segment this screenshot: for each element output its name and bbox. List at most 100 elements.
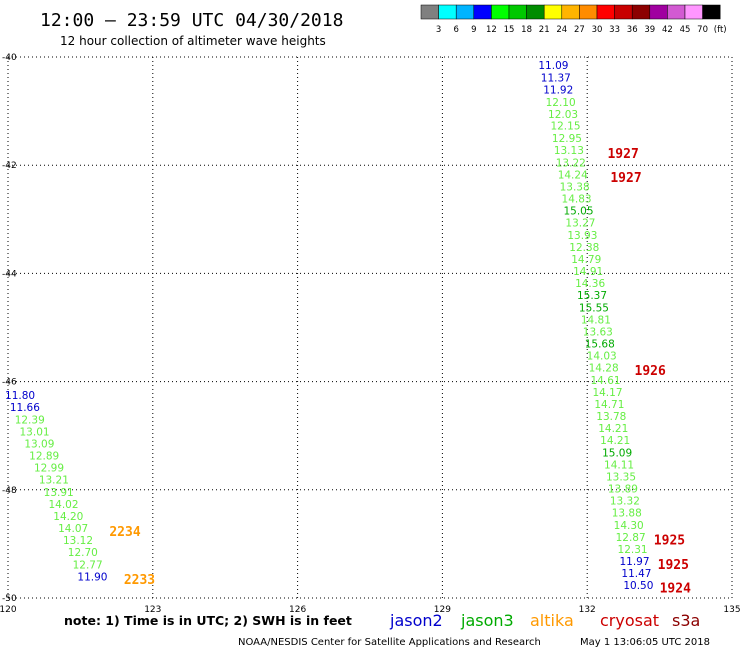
wave-height-point: 11.37 bbox=[541, 73, 571, 85]
wave-height-point: 11.97 bbox=[619, 556, 649, 568]
y-tick-label: -48 bbox=[2, 486, 17, 496]
wave-height-point: 14.61 bbox=[591, 375, 621, 387]
y-tick-label: -42 bbox=[2, 161, 17, 171]
x-tick-label: 126 bbox=[289, 605, 306, 615]
wave-height-point: 13.13 bbox=[554, 145, 584, 157]
wave-height-point: 12.03 bbox=[548, 109, 578, 121]
color-scale-label: 42 bbox=[662, 25, 673, 35]
pass-time-label: 2233 bbox=[124, 573, 155, 588]
wave-height-point: 13.63 bbox=[583, 326, 613, 338]
color-scale-label: 33 bbox=[609, 25, 620, 35]
satellite-legend: jason2 jason3 altika cryosat s3a bbox=[389, 611, 700, 630]
pass-time-label: 1925 bbox=[658, 558, 689, 573]
x-tick-label: 123 bbox=[144, 605, 161, 615]
color-scale-box bbox=[526, 4, 545, 20]
x-tick-label: 120 bbox=[0, 605, 17, 615]
legend-altika: altika bbox=[530, 611, 574, 630]
color-scale-label: 12 bbox=[486, 25, 497, 35]
color-scale-box bbox=[596, 4, 615, 20]
wave-height-point: 13.35 bbox=[606, 471, 636, 483]
color-scale-box bbox=[543, 4, 563, 20]
wave-height-point: 13.09 bbox=[24, 438, 54, 450]
wave-height-point: 14.17 bbox=[592, 387, 622, 399]
wave-height-point: 12.77 bbox=[73, 559, 103, 571]
wave-height-point: 13.01 bbox=[20, 426, 50, 438]
x-tick-label: 129 bbox=[434, 605, 451, 615]
legend-jason2: jason2 bbox=[389, 611, 443, 630]
legend-s3a: s3a bbox=[672, 611, 700, 630]
color-scale-label: 36 bbox=[627, 25, 638, 35]
y-tick-label: -44 bbox=[2, 269, 17, 279]
wave-height-point: 10.50 bbox=[623, 580, 653, 592]
wave-height-point: 12.39 bbox=[15, 414, 45, 426]
color-scale-label: 39 bbox=[644, 25, 655, 35]
pass-time-annotations: 1927 1927 1926 1925 1925 1924 2234 2233 bbox=[109, 147, 691, 597]
wave-height-point: 14.30 bbox=[614, 520, 644, 532]
color-scale-box bbox=[420, 4, 439, 20]
color-scale-box bbox=[614, 4, 633, 20]
wave-height-point: 13.38 bbox=[560, 181, 590, 193]
pass-time-label: 2234 bbox=[109, 525, 140, 540]
color-scale-label: 45 bbox=[680, 25, 691, 35]
color-scale-label: 21 bbox=[539, 25, 550, 35]
color-scale-box bbox=[631, 4, 651, 20]
y-tick-label: -40 bbox=[2, 53, 17, 63]
color-scale-box bbox=[455, 4, 475, 20]
wave-height-point: 11.90 bbox=[77, 571, 107, 583]
legend-cryosat: cryosat bbox=[600, 611, 659, 630]
color-scale-label: (ft) bbox=[714, 25, 727, 35]
x-tick-label: 135 bbox=[723, 605, 740, 615]
wave-height-point: 13.32 bbox=[610, 496, 640, 508]
wave-height-point: 14.91 bbox=[573, 266, 603, 278]
wave-height-point: 14.79 bbox=[571, 254, 601, 266]
wave-height-point: 12.95 bbox=[552, 133, 582, 145]
color-scale-label: 6 bbox=[453, 25, 458, 35]
color-scale-box bbox=[491, 4, 510, 20]
wave-height-point: 14.03 bbox=[587, 351, 617, 363]
wave-height-point: 13.27 bbox=[565, 218, 595, 230]
footer-credit: NOAA/NESDIS Center for Satellite Applica… bbox=[238, 637, 541, 648]
wave-height-point: 13.88 bbox=[612, 508, 642, 520]
pass-time-label: 1927 bbox=[610, 171, 641, 186]
wave-height-point: 11.09 bbox=[538, 60, 568, 72]
color-scale-box bbox=[702, 4, 721, 20]
units-note: note: 1) Time is in UTC; 2) SWH is in fe… bbox=[64, 613, 352, 628]
wave-height-point: 14.24 bbox=[558, 169, 588, 181]
color-scale-box bbox=[473, 4, 492, 20]
wave-height-point: 14.36 bbox=[575, 278, 605, 290]
wave-height-point: 14.83 bbox=[562, 194, 592, 206]
color-scale-label: 30 bbox=[592, 25, 603, 35]
color-scale-label: 24 bbox=[556, 25, 567, 35]
wave-height-point: 13.78 bbox=[596, 411, 626, 423]
wave-height-point: 12.87 bbox=[616, 532, 646, 544]
wave-height-point: 13.93 bbox=[567, 230, 597, 242]
pass-time-label: 1924 bbox=[660, 582, 691, 597]
wave-height-point: 12.99 bbox=[34, 463, 64, 475]
pass-time-label: 1927 bbox=[607, 147, 638, 162]
wave-height-point: 12.70 bbox=[68, 547, 98, 559]
color-scale-label: 27 bbox=[574, 25, 585, 35]
color-scale-label: 18 bbox=[521, 25, 532, 35]
wave-height-point: 11.92 bbox=[543, 84, 573, 96]
wave-height-point: 14.02 bbox=[48, 499, 78, 511]
footer-timestamp: May 1 13:06:05 UTC 2018 bbox=[580, 637, 710, 648]
wave-height-point: 14.07 bbox=[58, 523, 88, 535]
color-scale-box bbox=[649, 4, 668, 20]
wave-height-point: 12.31 bbox=[618, 544, 648, 556]
legend-jason3: jason3 bbox=[460, 611, 514, 630]
wave-height-point: 12.15 bbox=[550, 121, 580, 133]
plot-grid bbox=[7, 56, 733, 599]
color-scale-box bbox=[667, 4, 686, 20]
wave-height-point: 11.66 bbox=[10, 402, 40, 414]
color-scale-legend: 3 6 9 12 15 18 21 24 27 30 33 36 39 42 45 70 (ft) bbox=[420, 4, 727, 35]
wave-height-point: 15.05 bbox=[563, 206, 593, 218]
chart-subtitle: 12 hour collection of altimeter wave hei… bbox=[60, 34, 326, 48]
color-scale-box bbox=[579, 4, 598, 20]
color-scale-label: 15 bbox=[504, 25, 515, 35]
wave-height-point: 14.11 bbox=[604, 459, 634, 471]
color-scale-label: 3 bbox=[436, 25, 441, 35]
wave-height-point: 12.89 bbox=[29, 451, 59, 463]
wave-height-point: 12.10 bbox=[546, 97, 576, 109]
color-scale-label: 9 bbox=[471, 25, 476, 35]
